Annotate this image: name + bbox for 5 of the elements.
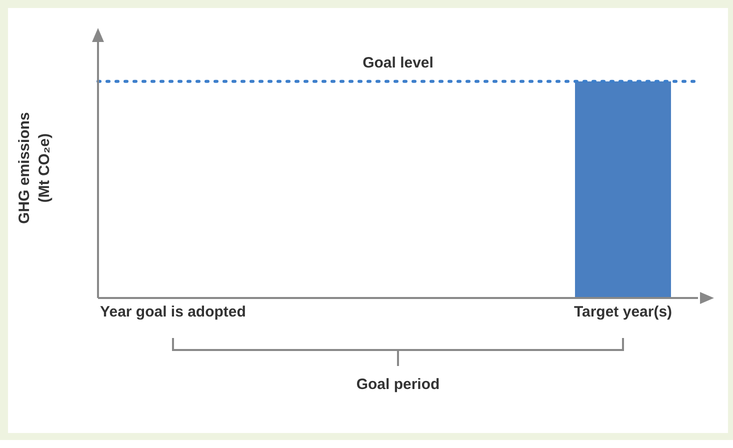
text: Goal period xyxy=(355,376,441,393)
x-tick-label: Year goal is adopted xyxy=(100,304,246,321)
y-axis-title: GHG emissions (Mt CO₂e) xyxy=(16,112,53,224)
ref-line-label: Goal level xyxy=(362,54,434,72)
x-tick-label: Target year(s) xyxy=(574,304,672,321)
